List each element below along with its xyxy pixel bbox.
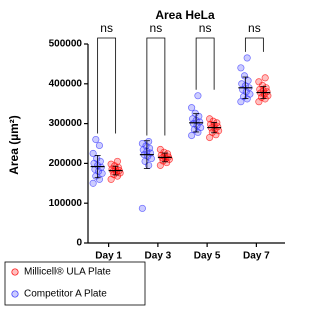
legend-box — [4, 261, 146, 306]
data-point — [146, 144, 154, 152]
data-point — [147, 155, 155, 163]
y-tick-label: 100000 — [49, 198, 83, 209]
data-point — [145, 137, 153, 146]
legend-label: Competitor A Plate — [24, 289, 107, 300]
significance-bracket — [195, 37, 215, 90]
data-point — [188, 115, 197, 123]
significance-label: ns — [199, 21, 212, 35]
significance-bracket — [146, 37, 166, 136]
legend-label: Millicell® ULA Plate — [24, 267, 111, 278]
data-point — [92, 135, 100, 144]
data-point — [89, 179, 97, 187]
legend-marker — [11, 290, 19, 298]
x-tick-label: Day 7 — [243, 251, 270, 262]
data-point — [240, 72, 249, 80]
significance-bracket — [244, 37, 264, 52]
data-point — [113, 157, 121, 165]
x-tick-label: Day 3 — [145, 251, 172, 262]
data-point — [261, 74, 269, 82]
data-point — [237, 64, 245, 72]
data-point — [197, 124, 205, 132]
y-tick-label: 0 — [76, 238, 82, 249]
data-point — [243, 54, 251, 62]
data-point — [262, 84, 270, 92]
chart: Area HeLa Area (µm²) 0 100000 200000 300000… — [4, 8, 285, 306]
y-tick-label: 200000 — [49, 158, 83, 169]
x-tick-label: Day 1 — [95, 251, 122, 262]
significance-label: ns — [100, 21, 113, 35]
data-point — [196, 118, 204, 126]
significance-label: ns — [150, 21, 163, 35]
x-tick-label: Day 5 — [194, 251, 221, 262]
significance-bracket — [97, 37, 117, 134]
data-point — [209, 117, 217, 125]
y-axis-label: Area (µm²) — [7, 115, 21, 175]
data-point — [138, 139, 146, 148]
y-tick-label: 500000 — [49, 39, 83, 50]
significance-label: ns — [248, 21, 261, 35]
data-point — [95, 141, 103, 150]
data-point — [238, 80, 246, 88]
data-point — [96, 157, 104, 165]
legend-marker — [11, 268, 19, 276]
data-point — [206, 115, 214, 123]
y-tick-label: 400000 — [49, 78, 83, 89]
data-point — [156, 145, 164, 154]
data-point — [188, 104, 196, 112]
data-point — [188, 131, 196, 140]
data-point — [160, 148, 168, 156]
y-tick-label: 300000 — [49, 118, 83, 129]
data-point — [138, 204, 146, 212]
chart-title: Area HeLa — [155, 8, 215, 22]
data-point — [258, 81, 267, 89]
data-point — [255, 78, 263, 86]
data-point — [194, 92, 202, 100]
